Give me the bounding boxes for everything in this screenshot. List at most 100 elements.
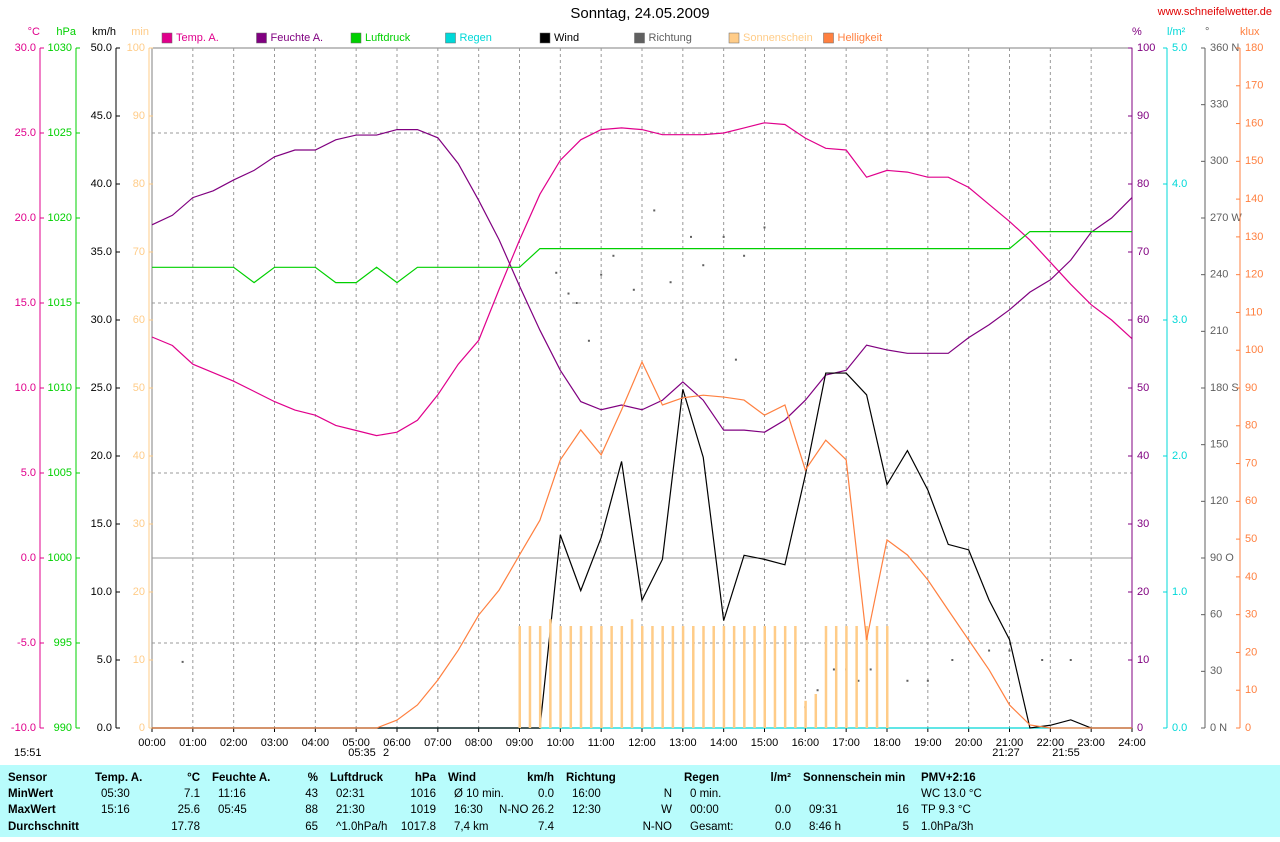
legend-label: Richtung <box>649 32 692 44</box>
table-cell: 0.0 <box>775 804 791 816</box>
sunshine-bar <box>753 626 756 728</box>
x-tick-label: 09:00 <box>506 737 534 749</box>
direction-dot <box>816 689 819 692</box>
y-tick-label: 10.0 <box>91 586 112 598</box>
sunshine-bar <box>579 626 583 728</box>
y-tick-label: 1025 <box>48 127 72 139</box>
y-tick-label: -10.0 <box>11 722 36 734</box>
y-tick-label: 300 <box>1210 155 1228 167</box>
y-axis-unit: min <box>131 26 149 38</box>
sunshine-bar <box>855 626 858 728</box>
y-tick-label: 40 <box>1245 571 1257 583</box>
y-tick-label: 995 <box>54 637 72 649</box>
table-cell: 25.6 <box>178 804 200 816</box>
annotation: 05:35 <box>348 747 376 759</box>
x-tick-label: 15:00 <box>751 737 779 749</box>
y-tick-label: 3.0 <box>1172 314 1187 326</box>
table-row-label: MaxWert <box>8 804 56 816</box>
direction-dot <box>734 358 737 361</box>
y-tick-label: 10 <box>1137 654 1149 666</box>
table-background <box>0 765 1280 837</box>
table-cell: 5 <box>903 821 909 833</box>
direction-dot <box>181 660 184 663</box>
table-header-unit: % <box>308 772 318 784</box>
x-tick-label: 12:00 <box>628 737 656 749</box>
y-tick-label: 2.0 <box>1172 450 1187 462</box>
y-tick-label: 1015 <box>48 297 72 309</box>
legend-label: Wind <box>554 32 579 44</box>
sunshine-bar <box>824 626 828 728</box>
direction-dot <box>869 668 872 671</box>
legend-swatch <box>539 32 551 44</box>
sunshine-bar <box>641 626 644 728</box>
x-tick-label: 01:00 <box>179 737 207 749</box>
table-cell: 00:00 <box>690 804 719 816</box>
y-tick-label: 30 <box>1137 518 1149 530</box>
legend-label: Sonnenschein <box>743 32 813 44</box>
table-cell: WC 13.0 °C <box>921 788 982 800</box>
direction-dot <box>857 679 860 682</box>
legend-swatch <box>161 32 173 44</box>
table-header: Sonnenschein min <box>803 772 905 784</box>
y-tick-label: 210 <box>1210 325 1228 337</box>
y-tick-label: 20.0 <box>15 212 36 224</box>
table-header: PMV+2:16 <box>921 772 976 784</box>
table-cell: 16:00 <box>572 788 601 800</box>
y-tick-label: 20 <box>1137 586 1149 598</box>
x-tick-label: 06:00 <box>383 737 411 749</box>
sunshine-bar <box>773 626 777 728</box>
x-tick-label: 00:00 <box>138 737 166 749</box>
x-tick-label: 20:00 <box>955 737 983 749</box>
table-cell: 0.0 <box>538 788 554 800</box>
y-tick-label: 10.0 <box>15 382 36 394</box>
y-tick-label: 40.0 <box>91 178 112 190</box>
y-tick-label: 70 <box>1137 246 1149 258</box>
table-cell: N-NO <box>643 821 672 833</box>
y-tick-label: 35.0 <box>91 246 112 258</box>
y-axis-unit: ° <box>1205 26 1209 38</box>
legend-label: Regen <box>460 32 492 44</box>
sunshine-bar <box>722 626 726 728</box>
y-tick-label: 50 <box>1137 382 1149 394</box>
y-tick-label: 180 <box>1245 42 1263 54</box>
table-header: Sensor <box>8 772 48 784</box>
annotation: 21:55 <box>1052 747 1080 759</box>
table-cell: 7.1 <box>184 788 200 800</box>
x-tick-label: 04:00 <box>302 737 330 749</box>
table-header: Richtung <box>566 772 616 784</box>
y-axis-unit: klux <box>1240 26 1260 38</box>
sunshine-bar <box>518 626 521 728</box>
y-tick-label: 50 <box>133 382 145 394</box>
y-tick-label: 180 S <box>1210 382 1239 394</box>
y-tick-label: 50.0 <box>91 42 112 54</box>
legend-swatch <box>256 32 267 44</box>
table-cell: 0 min. <box>690 788 721 800</box>
legend-swatch <box>728 32 740 44</box>
annotation: 15:51 <box>14 747 42 759</box>
y-tick-label: 20 <box>1245 646 1257 658</box>
sunshine-bar <box>712 626 715 728</box>
y-tick-label: 0 N <box>1210 722 1227 734</box>
y-tick-label: 60 <box>1210 609 1222 621</box>
y-tick-label: 30.0 <box>15 42 36 54</box>
table-cell: 7,4 km <box>454 821 489 833</box>
y-tick-label: 60 <box>1245 495 1257 507</box>
table-cell: TP 9.3 °C <box>921 804 971 816</box>
direction-dot <box>1069 659 1072 661</box>
sunshine-bar <box>875 626 879 728</box>
y-tick-label: 25.0 <box>91 382 112 394</box>
table-cell: 1016 <box>410 788 436 800</box>
y-tick-label: 60 <box>133 314 145 326</box>
x-tick-label: 22:00 <box>1037 737 1065 749</box>
y-tick-label: 5.0 <box>1172 42 1187 54</box>
table-cell: 1019 <box>410 804 436 816</box>
sunshine-bar <box>692 626 695 728</box>
series-line <box>151 122 1133 437</box>
x-tick-label: 13:00 <box>669 737 697 749</box>
legend-label: Feuchte A. <box>271 32 324 44</box>
y-tick-label: 5.0 <box>97 654 112 666</box>
table-cell: N <box>664 788 672 800</box>
sunshine-bar <box>610 626 613 728</box>
direction-dot <box>575 302 578 304</box>
